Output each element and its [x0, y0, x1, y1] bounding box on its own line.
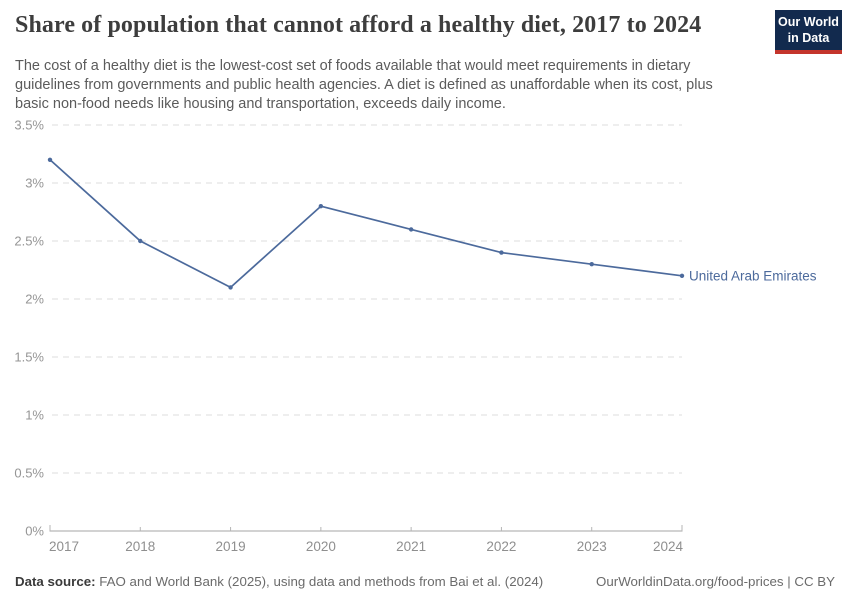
y-tick-label: 3% [25, 176, 44, 191]
data-point [138, 238, 143, 244]
y-tick-label: 1.5% [14, 350, 44, 365]
chart-subtitle: The cost of a healthy diet is the lowest… [15, 58, 713, 113]
y-tick-label: 2.5% [14, 234, 44, 249]
y-tick-label: 0.5% [14, 466, 44, 481]
x-tick-label: 2021 [396, 539, 426, 554]
y-tick-label: 3.5% [14, 118, 44, 133]
y-tick-label: 0% [25, 524, 44, 539]
data-point [679, 273, 685, 278]
chart-title: Share of population that cannot afford a… [15, 12, 702, 38]
data-point [228, 285, 233, 290]
series-end-label: United Arab Emirates [689, 268, 817, 283]
data-source-label: Data source: [15, 574, 96, 589]
data-source: Data source: FAO and World Bank (2025), … [15, 574, 543, 589]
data-point [499, 250, 504, 255]
chart-footer: Data source: FAO and World Bank (2025), … [15, 574, 835, 589]
x-tick-label: 2020 [306, 539, 336, 554]
x-tick-label: 2018 [125, 539, 155, 554]
data-point [408, 227, 414, 232]
y-tick-label: 2% [25, 292, 44, 307]
data-point [589, 262, 594, 267]
x-tick-label: 2023 [577, 539, 607, 554]
series-line [49, 158, 683, 289]
x-tick-label: 2017 [49, 539, 79, 554]
x-tick-label: 2024 [653, 539, 684, 554]
data-point [318, 204, 324, 209]
owid-logo[interactable]: Our World in Data [775, 10, 842, 55]
x-tick-label: 2019 [216, 539, 246, 554]
y-tick-label: 1% [25, 408, 44, 423]
attribution-link[interactable]: OurWorldinData.org/food-prices | CC BY [596, 574, 835, 589]
x-tick-label: 2022 [486, 539, 516, 554]
owid-logo-line2: in Data [787, 30, 830, 45]
owid-logo-line1: Our World [778, 15, 839, 29]
data-source-text: FAO and World Bank (2025), using data an… [99, 574, 544, 589]
data-point [47, 157, 53, 162]
